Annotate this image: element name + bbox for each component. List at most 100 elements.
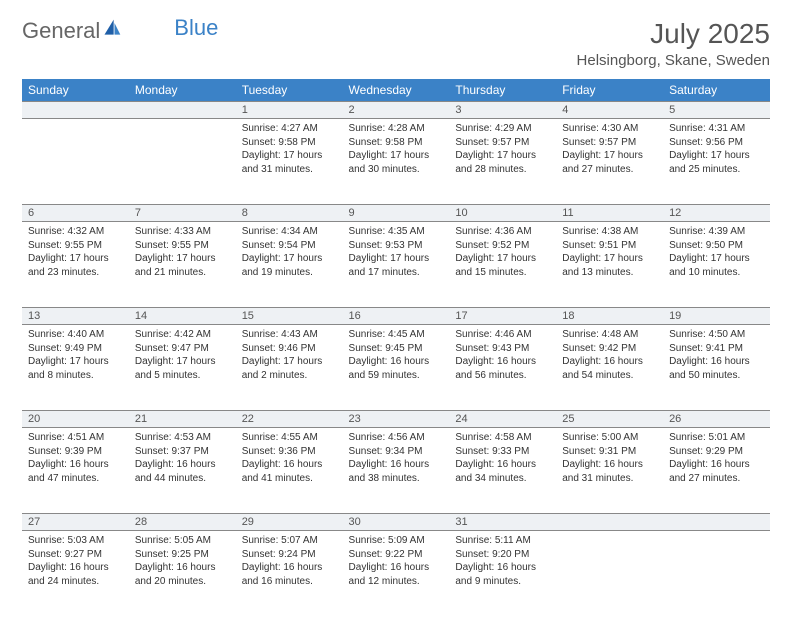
day-content-cell: Sunrise: 5:01 AMSunset: 9:29 PMDaylight:…: [663, 428, 770, 514]
sunrise-line: Sunrise: 4:35 AM: [349, 225, 444, 239]
day-content-cell: Sunrise: 5:11 AMSunset: 9:20 PMDaylight:…: [449, 531, 556, 617]
day-number-cell: 20: [22, 411, 129, 428]
daylight-line: Daylight: 17 hours and 15 minutes.: [455, 252, 550, 279]
day-number-cell: [556, 514, 663, 531]
logo-text-left: General: [22, 18, 100, 44]
day-details: Sunrise: 4:29 AMSunset: 9:57 PMDaylight:…: [449, 119, 556, 179]
day-content-cell: Sunrise: 4:50 AMSunset: 9:41 PMDaylight:…: [663, 325, 770, 411]
sunrise-line: Sunrise: 5:07 AM: [242, 534, 337, 548]
sunrise-line: Sunrise: 4:46 AM: [455, 328, 550, 342]
day-content-cell: Sunrise: 4:39 AMSunset: 9:50 PMDaylight:…: [663, 222, 770, 308]
sunset-line: Sunset: 9:42 PM: [562, 342, 657, 356]
sunrise-line: Sunrise: 4:51 AM: [28, 431, 123, 445]
day-number-row: 13141516171819: [22, 308, 770, 325]
day-content-cell: Sunrise: 4:46 AMSunset: 9:43 PMDaylight:…: [449, 325, 556, 411]
sunrise-line: Sunrise: 5:05 AM: [135, 534, 230, 548]
day-content-cell: [22, 119, 129, 205]
sunrise-line: Sunrise: 4:38 AM: [562, 225, 657, 239]
sunrise-line: Sunrise: 4:31 AM: [669, 122, 764, 136]
day-details: Sunrise: 5:01 AMSunset: 9:29 PMDaylight:…: [663, 428, 770, 488]
day-details: Sunrise: 5:09 AMSunset: 9:22 PMDaylight:…: [343, 531, 450, 591]
day-number-row: 2728293031: [22, 514, 770, 531]
sunrise-line: Sunrise: 4:43 AM: [242, 328, 337, 342]
sunset-line: Sunset: 9:31 PM: [562, 445, 657, 459]
day-details: Sunrise: 4:45 AMSunset: 9:45 PMDaylight:…: [343, 325, 450, 385]
daylight-line: Daylight: 16 hours and 20 minutes.: [135, 561, 230, 588]
day-content-cell: Sunrise: 4:34 AMSunset: 9:54 PMDaylight:…: [236, 222, 343, 308]
day-number-cell: 13: [22, 308, 129, 325]
daylight-line: Daylight: 16 hours and 47 minutes.: [28, 458, 123, 485]
sunrise-line: Sunrise: 4:32 AM: [28, 225, 123, 239]
daylight-line: Daylight: 17 hours and 8 minutes.: [28, 355, 123, 382]
day-content-cell: Sunrise: 4:29 AMSunset: 9:57 PMDaylight:…: [449, 119, 556, 205]
sunset-line: Sunset: 9:49 PM: [28, 342, 123, 356]
sunrise-line: Sunrise: 4:34 AM: [242, 225, 337, 239]
day-details: Sunrise: 4:39 AMSunset: 9:50 PMDaylight:…: [663, 222, 770, 282]
day-number-cell: 23: [343, 411, 450, 428]
location-subtitle: Helsingborg, Skane, Sweden: [577, 52, 770, 69]
day-content-cell: Sunrise: 4:32 AMSunset: 9:55 PMDaylight:…: [22, 222, 129, 308]
calendar-table: SundayMondayTuesdayWednesdayThursdayFrid…: [22, 79, 770, 617]
sunset-line: Sunset: 9:57 PM: [562, 136, 657, 150]
daylight-line: Daylight: 17 hours and 19 minutes.: [242, 252, 337, 279]
day-details: Sunrise: 5:11 AMSunset: 9:20 PMDaylight:…: [449, 531, 556, 591]
weekday-header: Monday: [129, 79, 236, 102]
daylight-line: Daylight: 16 hours and 50 minutes.: [669, 355, 764, 382]
sunrise-line: Sunrise: 4:29 AM: [455, 122, 550, 136]
sunrise-line: Sunrise: 5:00 AM: [562, 431, 657, 445]
day-number-cell: 29: [236, 514, 343, 531]
day-content-cell: [663, 531, 770, 617]
day-content-cell: Sunrise: 4:43 AMSunset: 9:46 PMDaylight:…: [236, 325, 343, 411]
daylight-line: Daylight: 16 hours and 9 minutes.: [455, 561, 550, 588]
sunrise-line: Sunrise: 4:30 AM: [562, 122, 657, 136]
sunset-line: Sunset: 9:24 PM: [242, 548, 337, 562]
day-details: Sunrise: 4:33 AMSunset: 9:55 PMDaylight:…: [129, 222, 236, 282]
day-content-cell: Sunrise: 5:00 AMSunset: 9:31 PMDaylight:…: [556, 428, 663, 514]
sunset-line: Sunset: 9:52 PM: [455, 239, 550, 253]
daylight-line: Daylight: 16 hours and 59 minutes.: [349, 355, 444, 382]
day-content-cell: Sunrise: 4:58 AMSunset: 9:33 PMDaylight:…: [449, 428, 556, 514]
day-number-cell: 19: [663, 308, 770, 325]
day-details: Sunrise: 4:55 AMSunset: 9:36 PMDaylight:…: [236, 428, 343, 488]
day-details: Sunrise: 4:34 AMSunset: 9:54 PMDaylight:…: [236, 222, 343, 282]
day-number-cell: 1: [236, 102, 343, 119]
sunrise-line: Sunrise: 4:56 AM: [349, 431, 444, 445]
day-details: Sunrise: 4:35 AMSunset: 9:53 PMDaylight:…: [343, 222, 450, 282]
sunrise-line: Sunrise: 4:39 AM: [669, 225, 764, 239]
day-number-cell: 21: [129, 411, 236, 428]
day-content-cell: Sunrise: 5:03 AMSunset: 9:27 PMDaylight:…: [22, 531, 129, 617]
title-block: July 2025 Helsingborg, Skane, Sweden: [577, 18, 770, 69]
daylight-line: Daylight: 16 hours and 44 minutes.: [135, 458, 230, 485]
sunset-line: Sunset: 9:22 PM: [349, 548, 444, 562]
day-content-cell: Sunrise: 4:55 AMSunset: 9:36 PMDaylight:…: [236, 428, 343, 514]
sunset-line: Sunset: 9:34 PM: [349, 445, 444, 459]
daylight-line: Daylight: 16 hours and 27 minutes.: [669, 458, 764, 485]
sunrise-line: Sunrise: 5:01 AM: [669, 431, 764, 445]
daylight-line: Daylight: 17 hours and 2 minutes.: [242, 355, 337, 382]
sunset-line: Sunset: 9:51 PM: [562, 239, 657, 253]
weekday-header: Wednesday: [343, 79, 450, 102]
day-number-cell: 7: [129, 205, 236, 222]
weekday-header: Saturday: [663, 79, 770, 102]
day-content-row: Sunrise: 4:51 AMSunset: 9:39 PMDaylight:…: [22, 428, 770, 514]
day-number-cell: [663, 514, 770, 531]
day-content-row: Sunrise: 4:40 AMSunset: 9:49 PMDaylight:…: [22, 325, 770, 411]
day-details: Sunrise: 4:40 AMSunset: 9:49 PMDaylight:…: [22, 325, 129, 385]
sunset-line: Sunset: 9:39 PM: [28, 445, 123, 459]
daylight-line: Daylight: 16 hours and 56 minutes.: [455, 355, 550, 382]
daylight-line: Daylight: 17 hours and 30 minutes.: [349, 149, 444, 176]
day-details: Sunrise: 5:00 AMSunset: 9:31 PMDaylight:…: [556, 428, 663, 488]
sunset-line: Sunset: 9:37 PM: [135, 445, 230, 459]
day-number-cell: 3: [449, 102, 556, 119]
sunset-line: Sunset: 9:56 PM: [669, 136, 764, 150]
daylight-line: Daylight: 16 hours and 38 minutes.: [349, 458, 444, 485]
day-details: Sunrise: 4:32 AMSunset: 9:55 PMDaylight:…: [22, 222, 129, 282]
header: General Blue July 2025 Helsingborg, Skan…: [22, 18, 770, 69]
sunrise-line: Sunrise: 4:55 AM: [242, 431, 337, 445]
day-number-cell: 27: [22, 514, 129, 531]
sunset-line: Sunset: 9:43 PM: [455, 342, 550, 356]
sail-icon: [102, 18, 122, 44]
day-content-cell: Sunrise: 4:31 AMSunset: 9:56 PMDaylight:…: [663, 119, 770, 205]
day-number-row: 12345: [22, 102, 770, 119]
sunrise-line: Sunrise: 5:09 AM: [349, 534, 444, 548]
